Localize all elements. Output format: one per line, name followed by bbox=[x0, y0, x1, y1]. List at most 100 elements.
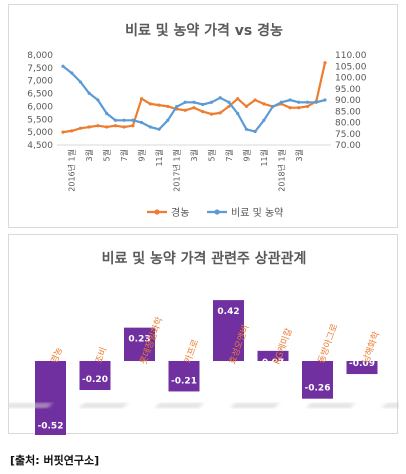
bar bbox=[168, 361, 200, 392]
line-chart-title: 비료 및 농약 가격 vs 경농 bbox=[125, 22, 283, 39]
x-tick-label: 5월 bbox=[206, 149, 216, 161]
x-tick-label: 9월 bbox=[137, 149, 147, 161]
legend-marker-1 bbox=[214, 209, 220, 215]
series-1-point bbox=[209, 100, 214, 104]
x-tick-label: 5월 bbox=[102, 149, 112, 161]
category-label: 동방아그로 bbox=[316, 322, 340, 365]
x-tick-label: 3월 bbox=[189, 149, 199, 161]
bar-value-label: 0.42 bbox=[217, 307, 239, 317]
bar-value-label: 0.07 bbox=[262, 358, 284, 368]
line-chart-panel: 비료 및 농약 가격 vs 경농 4,500 5,000 5,500 6,000 6,5… bbox=[8, 4, 398, 228]
y-left-tick-label: 6,500 bbox=[27, 90, 53, 100]
series-1-point bbox=[192, 100, 196, 104]
series-0-point bbox=[236, 97, 240, 101]
series-1-point bbox=[201, 102, 205, 107]
y-right-tick-label: 100.00 bbox=[335, 74, 367, 84]
x-tick-label: 11월 bbox=[259, 149, 269, 167]
series-0-point bbox=[201, 109, 205, 114]
series-0-point bbox=[105, 125, 109, 129]
series-0-point bbox=[253, 98, 257, 102]
bar-shadow bbox=[382, 403, 399, 408]
series-1-point bbox=[148, 125, 152, 129]
bar-value-label: -0.26 bbox=[305, 384, 331, 394]
x-tick-label: 3월 bbox=[294, 149, 304, 161]
series-0-point bbox=[61, 130, 65, 134]
category-label: 남해화학 bbox=[360, 330, 382, 365]
y-left-tick-label: 6,000 bbox=[27, 102, 53, 112]
series-0-point bbox=[288, 106, 292, 110]
y-right-tick-label: 80.00 bbox=[335, 119, 361, 129]
y-right-tick-label: 75.00 bbox=[335, 130, 361, 140]
source-label: [출처: 버핏연구소] bbox=[10, 454, 100, 467]
x-tick-label: 7월 bbox=[224, 149, 234, 161]
series-0-point bbox=[122, 125, 126, 129]
x-tick-label: 9월 bbox=[241, 149, 251, 161]
bar-value-label: -0.20 bbox=[82, 375, 108, 385]
series-1-point bbox=[61, 64, 65, 68]
y-left-tick-label: 8,000 bbox=[27, 51, 53, 61]
series-0-point bbox=[244, 104, 248, 109]
category-label: KG케미칼 bbox=[271, 327, 294, 366]
bar-shadow bbox=[155, 403, 203, 408]
category-label: 조비 bbox=[93, 346, 109, 365]
series-1-point bbox=[174, 105, 179, 109]
series-1-point bbox=[253, 129, 257, 134]
series-0-point bbox=[113, 124, 117, 128]
series-0-point bbox=[297, 106, 301, 110]
legend-label-1: 비료 및 농약 bbox=[231, 207, 283, 219]
bar bbox=[124, 327, 155, 361]
series-0-point bbox=[218, 111, 222, 115]
series-1-point bbox=[122, 118, 126, 122]
series-0-point bbox=[70, 129, 74, 133]
series-1-point bbox=[166, 118, 170, 122]
series-1-point bbox=[271, 105, 275, 109]
series-1-point bbox=[218, 96, 222, 100]
bar bbox=[213, 300, 244, 361]
x-tick-label: 2018년 1월 bbox=[276, 149, 286, 192]
line-chart: 비료 및 농약 가격 vs 경농 4,500 5,000 5,500 6,000 6,5… bbox=[27, 22, 367, 219]
y-left-tick-label: 7,000 bbox=[27, 77, 53, 87]
bar-shadow bbox=[307, 403, 354, 408]
series-1-point bbox=[262, 118, 266, 122]
series-1-point bbox=[297, 100, 301, 104]
series-0-point bbox=[78, 126, 83, 130]
y-right-tick-label: 95.00 bbox=[335, 85, 361, 95]
series-0-point bbox=[166, 104, 170, 109]
y-left-tick-label: 5,500 bbox=[27, 115, 53, 125]
bar-value-label: -0.09 bbox=[349, 359, 375, 369]
bar-shadow bbox=[80, 403, 127, 408]
y-left-tick-label: 5,000 bbox=[27, 128, 53, 138]
series-0-point bbox=[323, 61, 327, 65]
series-0-point bbox=[262, 102, 266, 106]
bar bbox=[346, 361, 378, 375]
x-tick-label: 2016년 1월 bbox=[67, 149, 77, 192]
series-1-point bbox=[183, 100, 187, 104]
series-1-point bbox=[131, 118, 135, 122]
bar-chart: 비료 및 농약 가격 관련주 상관관계 -0.52경농-0.20조비0.23롯데… bbox=[9, 250, 399, 435]
y-left-tick-label: 7,500 bbox=[27, 64, 53, 74]
series-1-point bbox=[87, 91, 91, 95]
y-left-tick-label: 4,500 bbox=[27, 141, 53, 151]
series-1-point bbox=[314, 100, 318, 104]
series-0-point bbox=[87, 125, 91, 129]
bar-value-label: 0.23 bbox=[128, 335, 150, 345]
series-1-point bbox=[288, 98, 292, 102]
bar-shadow bbox=[9, 403, 52, 408]
y-right-tick-label: 70.00 bbox=[335, 141, 361, 151]
series-line-1 bbox=[62, 65, 326, 133]
bar bbox=[35, 361, 66, 435]
series-1-point bbox=[105, 111, 109, 116]
series-0-point bbox=[131, 124, 135, 128]
series-1-point bbox=[78, 80, 83, 84]
series-line-0 bbox=[62, 62, 327, 134]
series-0-point bbox=[192, 106, 196, 110]
series-0-point bbox=[227, 104, 231, 109]
bar bbox=[79, 361, 111, 390]
series-1-point bbox=[279, 100, 283, 104]
y-right-tick-label: 85.00 bbox=[335, 107, 361, 117]
bar bbox=[302, 361, 333, 399]
x-tick-label: 2017년 1월 bbox=[172, 149, 182, 192]
series-1-point bbox=[96, 98, 100, 102]
series-0-point bbox=[148, 102, 152, 106]
x-tick-label: 3월 bbox=[84, 149, 94, 161]
